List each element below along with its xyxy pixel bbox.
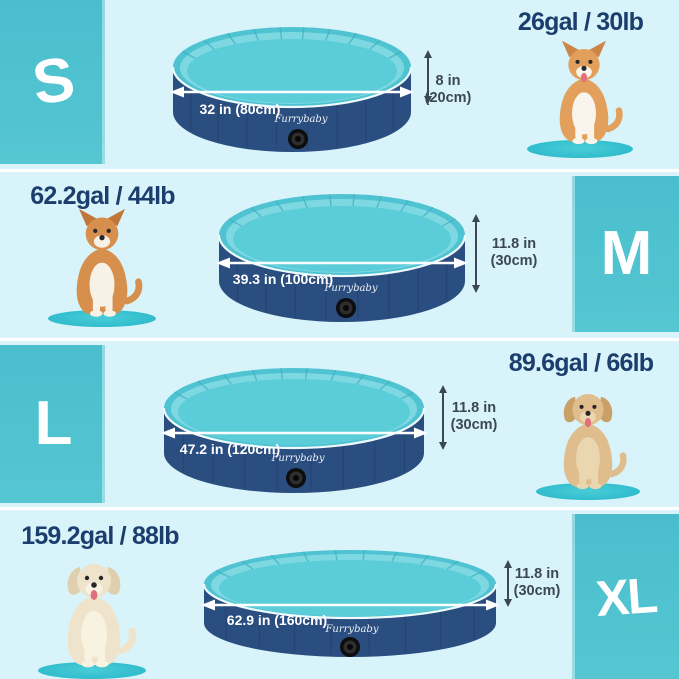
- height-inches: 11.8 in: [514, 566, 560, 582]
- brand-logo: Furrybaby: [273, 114, 327, 125]
- brand-logo: Furrybaby: [270, 453, 324, 464]
- pool-outer-wall: [164, 408, 424, 493]
- dog-mat: [536, 483, 640, 500]
- size-row-l: L 47.2 in (120cm) Furrybaby 11.8 in (30cm…: [0, 341, 679, 507]
- dimension-line: [426, 58, 429, 96]
- size-block-xl: XL: [572, 514, 679, 679]
- arrow-down-icon: [438, 442, 447, 450]
- arrow-down-icon: [423, 96, 432, 104]
- height-label: 11.8 in (30cm): [507, 566, 567, 599]
- dimension-line: [474, 222, 477, 285]
- dog-photo-corgi: [538, 36, 630, 152]
- height-dimension-arrow: [437, 385, 448, 450]
- pool-outer-wall: [219, 235, 465, 322]
- height-inches: 11.8 in: [491, 236, 537, 252]
- size-block-s: S: [0, 0, 105, 164]
- dog-photo-shiba-inu: [54, 204, 150, 325]
- pool-fold-lines-front: [182, 430, 406, 491]
- size-row-m: 62.2gal / 44lb 39.3 in (100cm) Furrybaby …: [0, 172, 679, 338]
- dog-photo-labrador: [44, 540, 144, 676]
- pool-rim-highlight: [217, 234, 467, 278]
- arrow-up-icon: [471, 214, 480, 222]
- diameter-dimension-arrow: [216, 257, 468, 269]
- height-dimension-arrow: [422, 50, 433, 104]
- size-block-l: L: [0, 345, 105, 503]
- pool-fold-lines-back: [174, 368, 414, 400]
- dog-mat: [527, 140, 633, 158]
- dog-photo-golden-retriever: [542, 377, 634, 497]
- pool-illustration-s: 32 in (80cm) Furrybaby: [167, 12, 417, 157]
- drain-valve: [286, 468, 306, 488]
- diameter-label: 62.9 in (160cm): [227, 612, 327, 628]
- arrow-up-icon: [423, 50, 432, 58]
- height-label: 11.8 in (30cm): [482, 236, 546, 269]
- pool-illustration-xl: 62.9 in (160cm) Furrybaby: [198, 535, 503, 663]
- pool-illustration-l: 47.2 in (120cm) Furrybaby: [158, 352, 431, 499]
- pool-fold-lines-back: [228, 194, 456, 227]
- drain-valve: [340, 637, 360, 657]
- brand-logo: Furrybaby: [324, 624, 378, 635]
- pool-illustration-m: 39.3 in (100cm) Furrybaby: [213, 178, 471, 328]
- diameter-dimension-arrow: [201, 599, 500, 611]
- height-dimension-arrow: [502, 560, 513, 607]
- size-row-xl: 159.2gal / 88lb 62.9 in (160cm) Furrybaby…: [0, 510, 679, 679]
- diameter-label: 47.2 in (120cm): [180, 441, 280, 457]
- capacity-label: 62.2gal / 44lb: [30, 182, 175, 210]
- pool-fold-lines-front: [225, 602, 475, 655]
- pool-fold-lines-front: [190, 89, 394, 150]
- size-letter-m: M: [600, 219, 653, 288]
- pool-fold-lines-back: [182, 27, 402, 60]
- brand-logo: Furrybaby: [323, 283, 377, 294]
- arrow-up-icon: [503, 560, 512, 568]
- dimension-line: [441, 393, 444, 442]
- arrow-down-icon: [471, 285, 480, 293]
- pool-outer-wall: [204, 584, 496, 657]
- height-label: 11.8 in (30cm): [444, 400, 504, 433]
- pool-outer-wall: [173, 67, 411, 152]
- height-metric: (30cm): [513, 582, 561, 599]
- diameter-label: 39.3 in (100cm): [233, 271, 333, 287]
- arrow-down-icon: [503, 599, 512, 607]
- pool-floor: [187, 39, 397, 103]
- height-metric: (30cm): [450, 416, 498, 433]
- height-inches: 11.8 in: [451, 400, 497, 416]
- pool-floor: [178, 379, 410, 445]
- drain-valve: [288, 129, 308, 149]
- height-label: 8 in (20cm): [421, 73, 475, 106]
- pool-floor: [219, 560, 481, 616]
- height-inches: 8 in: [435, 73, 461, 89]
- diameter-dimension-arrow: [161, 427, 428, 439]
- capacity-label: 89.6gal / 66lb: [508, 349, 654, 377]
- capacity-label: 26gal / 30lb: [517, 8, 644, 36]
- pool-rim-highlight: [171, 66, 413, 109]
- arrow-up-icon: [438, 385, 447, 393]
- size-block-m: M: [572, 176, 679, 332]
- size-letter-l: L: [34, 389, 73, 458]
- size-letter-s: S: [28, 44, 77, 119]
- size-row-s: S 32 in (80cm) Furrybaby 8 in (20cm) 26ga…: [0, 0, 679, 169]
- size-letter-xl: XL: [593, 566, 658, 627]
- dog-mat: [48, 310, 156, 327]
- diameter-label: 32 in (80cm): [200, 101, 281, 117]
- pool-floor: [233, 206, 451, 272]
- drain-valve: [336, 298, 356, 318]
- pool-fold-lines-back: [215, 550, 485, 578]
- diameter-dimension-arrow: [170, 86, 414, 98]
- height-metric: (30cm): [490, 252, 538, 269]
- height-dimension-arrow: [470, 214, 481, 293]
- pool-fold-lines-front: [236, 257, 448, 320]
- capacity-label: 159.2gal / 88lb: [21, 522, 179, 550]
- pool-rim-highlight: [162, 407, 426, 450]
- dog-mat: [38, 662, 146, 679]
- height-metric: (20cm): [424, 89, 472, 106]
- dimension-line: [506, 568, 509, 599]
- pool-rim-highlight: [202, 583, 498, 620]
